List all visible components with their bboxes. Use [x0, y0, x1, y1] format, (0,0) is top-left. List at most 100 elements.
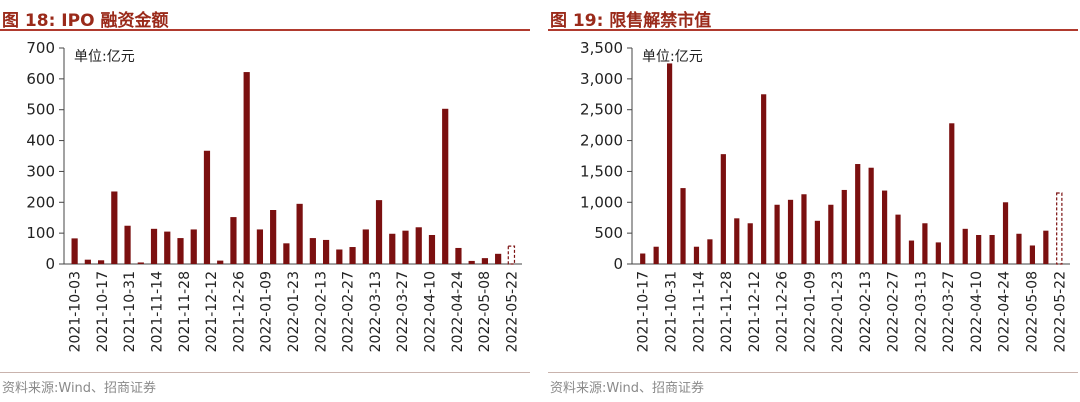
x-tick-label: 2022-04-10: [969, 271, 985, 352]
bar-forecast: [1056, 192, 1063, 265]
x-tick-label: 2022-02-27: [886, 271, 902, 352]
bar: [203, 150, 211, 264]
bar: [814, 220, 821, 264]
x-tick-label: 2022-05-22: [504, 271, 520, 352]
bar: [495, 253, 502, 264]
bar: [720, 154, 726, 264]
bar: [841, 189, 847, 264]
bar: [309, 238, 316, 264]
y-tick-label: 100: [26, 224, 55, 242]
x-tick-label: 2022-04-24: [450, 271, 466, 352]
bar: [881, 190, 888, 264]
bar: [322, 239, 330, 264]
figure-title: 图 18: IPO 融资金额: [2, 11, 169, 31]
x-tick-label: 2022-05-08: [1025, 271, 1041, 352]
bar: [336, 249, 343, 264]
bar: [296, 203, 303, 264]
y-tick-label: 3,500: [580, 39, 623, 57]
bar: [256, 229, 264, 264]
x-tick-label: 2022-01-09: [802, 271, 818, 352]
bar: [935, 242, 941, 264]
bar: [375, 200, 383, 264]
x-tick-label: 2021-12-26: [775, 271, 791, 352]
bar: [124, 225, 131, 264]
bar: [1043, 230, 1049, 264]
title-divider: [548, 29, 1078, 31]
figure-title: 图 19: 限售解禁市值: [550, 11, 712, 31]
x-tick-label: 2021-10-17: [636, 271, 652, 352]
x-tick-label: 2021-10-31: [122, 271, 138, 352]
bar: [389, 233, 396, 264]
bar: [150, 228, 158, 264]
bar: [270, 210, 277, 264]
bar-forecast: [507, 245, 516, 265]
title-divider: [0, 29, 530, 31]
bar: [868, 167, 874, 264]
x-tick-label: 2021-12-12: [204, 271, 220, 352]
bar: [801, 194, 807, 264]
y-tick-label: 0: [45, 255, 55, 273]
bar: [640, 253, 646, 264]
unit-label: 单位:亿元: [642, 49, 703, 65]
x-tick-label: 2022-02-13: [313, 271, 329, 352]
bar: [707, 239, 713, 264]
x-tick-label: 2022-01-09: [259, 271, 275, 352]
figure-ipo-financing: 图 18: IPO 融资金额 0 100 200 300 400 500 600 700 单位:…: [0, 0, 530, 402]
bar: [137, 262, 144, 264]
bar: [908, 240, 915, 264]
bar: [666, 63, 673, 264]
bar: [84, 259, 91, 264]
x-tick-label: 2022-02-13: [858, 271, 874, 352]
x-tick-label: 2022-05-22: [1052, 271, 1068, 352]
bar: [455, 247, 462, 264]
bar: [976, 234, 982, 264]
source-note: 资料来源:Wind、招商证券: [550, 381, 705, 396]
x-tick-label: 2021-11-28: [177, 271, 193, 352]
y-tick-label: 3,000: [580, 70, 623, 88]
bar: [855, 164, 861, 264]
bar: [653, 246, 659, 264]
y-tick-label: 400: [26, 132, 55, 150]
bar: [1002, 202, 1009, 264]
bar: [962, 228, 968, 264]
bar: [428, 234, 436, 264]
x-tick-label: 2022-03-27: [395, 271, 411, 352]
x-tick-label: 2021-11-28: [719, 271, 735, 352]
source-note: 资料来源:Wind、招商证券: [2, 381, 157, 396]
bar: [217, 260, 224, 264]
bar: [71, 238, 78, 264]
x-tick-label: 2021-10-17: [95, 271, 111, 352]
bar: [680, 188, 686, 264]
bar: [787, 199, 794, 264]
bar: [362, 229, 369, 264]
bar: [349, 247, 356, 264]
x-tick-label: 2021-11-14: [691, 271, 707, 352]
bar: [761, 94, 767, 265]
x-tick-label: 2022-03-13: [913, 271, 929, 352]
y-tick-label: 700: [26, 39, 55, 57]
unit-label: 单位:亿元: [74, 49, 135, 65]
bar: [177, 238, 184, 264]
bar: [1029, 245, 1036, 264]
bar: [402, 230, 409, 264]
x-tick-label: 2022-04-10: [422, 271, 438, 352]
y-tick-label: 2,500: [580, 101, 623, 119]
x-tick-label: 2021-10-03: [68, 271, 84, 352]
y-tick-label: 500: [594, 224, 623, 242]
bar: [283, 243, 290, 264]
bar: [442, 108, 449, 264]
bar: [774, 204, 780, 264]
bar: [243, 72, 250, 264]
y-tick-label: 300: [26, 162, 55, 180]
x-tick-label: 2022-05-08: [477, 271, 493, 352]
ipo-bar-chart: 0 100 200 300 400 500 600 700 单位:亿元 2021-10-03 202…: [26, 39, 522, 352]
x-tick-label: 2022-01-23: [830, 271, 846, 352]
bar: [481, 258, 489, 264]
y-tick-label: 0: [613, 255, 623, 273]
x-tick-label: 2022-04-24: [997, 271, 1013, 352]
bar: [747, 223, 753, 264]
bar: [734, 218, 740, 264]
x-tick-label: 2021-10-31: [663, 271, 679, 352]
y-tick-label: 1,000: [580, 193, 623, 211]
bar: [693, 246, 700, 264]
